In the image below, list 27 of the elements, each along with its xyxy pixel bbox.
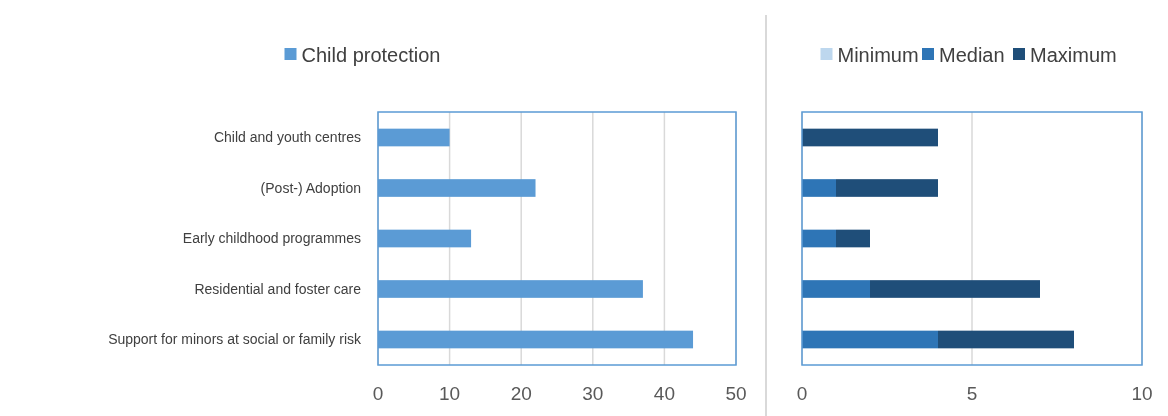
x-tick-label: 40 [653, 383, 675, 404]
bar [802, 330, 938, 349]
bar [938, 330, 1074, 349]
y-tick-label: (Post-) Adoption [260, 179, 361, 196]
x-tick-label: 30 [582, 383, 604, 404]
legend-label: Child protection [301, 44, 441, 66]
y-tick-label: Early childhood programmes [182, 230, 361, 247]
y-tick-label: Child and youth centres [213, 129, 361, 146]
legend-label: Maximum [1030, 44, 1117, 66]
bar [802, 280, 870, 298]
x-tick-label: 10 [1131, 383, 1153, 404]
bar [802, 179, 836, 197]
x-tick-label: 10 [439, 383, 461, 404]
bar [870, 280, 1040, 298]
bar [802, 229, 836, 248]
bar [836, 179, 938, 197]
y-tick-label: Residential and foster care [194, 280, 362, 297]
bar [802, 128, 938, 147]
y-tick-label: Support for minors at social or family risk [108, 331, 362, 348]
legend-label: Median [939, 44, 1005, 66]
legend-label: Minimum [837, 44, 919, 66]
x-tick-label: 0 [796, 383, 808, 404]
x-tick-label: 20 [510, 383, 532, 404]
x-tick-label: 50 [725, 383, 747, 404]
x-tick-label: 0 [372, 383, 384, 404]
x-tick-label: 5 [966, 383, 978, 404]
bar [836, 229, 870, 248]
